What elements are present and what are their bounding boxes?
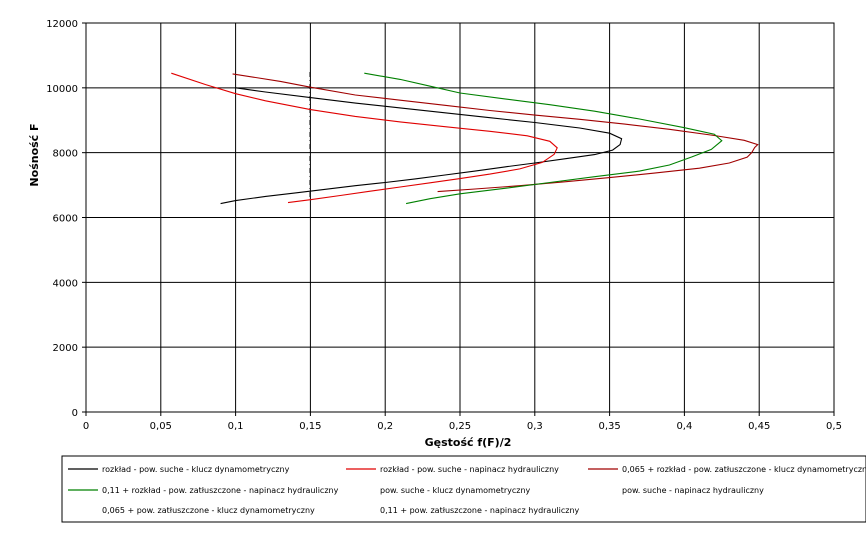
legend-entry: rozkład - pow. suche - napinacz hydrauli… [380,465,559,474]
y-tick-label: 10000 [46,84,78,95]
series-line-3 [232,73,759,193]
legend-entry: 0,11 + pow. zatłuszczone - napinacz hydr… [380,506,580,515]
x-tick-label: 0,4 [676,421,692,432]
y-tick-label: 12000 [46,19,78,30]
x-tick-label: 0,3 [527,421,543,432]
y-tick-label: 4000 [53,278,78,289]
x-tick-label: 0,45 [748,421,770,432]
x-tick-label: 0,2 [377,421,393,432]
y-tick-labels: 0 2000 4000 6000 8000 10000 12000 [46,19,78,419]
legend-entry: pow. suche - napinacz hydrauliczny [622,486,764,495]
x-axis-title: Gęstość f(F)/2 [425,436,512,449]
legend-entry: pow. suche - klucz dynamometryczny [380,486,531,495]
series-line-1 [220,87,623,205]
x-tick-label: 0,5 [826,421,842,432]
y-tick-label: 2000 [53,343,78,354]
series-line-4 [364,72,723,205]
y-tick-label: 6000 [53,214,78,225]
x-tick-label: 0,1 [228,421,244,432]
y-tick-label: 0 [72,408,78,419]
y-tick-label: 8000 [53,149,78,160]
x-tick-labels: 0 0,05 0,1 0,15 0,2 0,25 0,3 0,35 0,4 0,45 0,5 [83,421,842,432]
x-tick-label: 0,35 [598,421,620,432]
legend-box [61,455,866,523]
legend-entry: rozkład - pow. suche - klucz dynamometry… [102,465,290,474]
x-tick-label: 0,25 [449,421,471,432]
legend: rozkład - pow. suche - klucz dynamometry… [68,465,866,515]
legend-entry: 0,065 + rozkład - pow. zatłuszczone - kl… [622,465,866,474]
x-tick-label: 0 [83,421,89,432]
x-tick-label: 0,15 [299,421,321,432]
series-line-2 [171,72,558,204]
y-axis-title: Nośność F [28,123,41,186]
legend-entry: 0,065 + pow. zatłuszczone - klucz dynamo… [102,506,315,515]
legend-entry: 0,11 + rozkład - pow. zatłuszczone - nap… [102,486,339,495]
series-layer [171,72,759,205]
x-tick-label: 0,05 [150,421,172,432]
